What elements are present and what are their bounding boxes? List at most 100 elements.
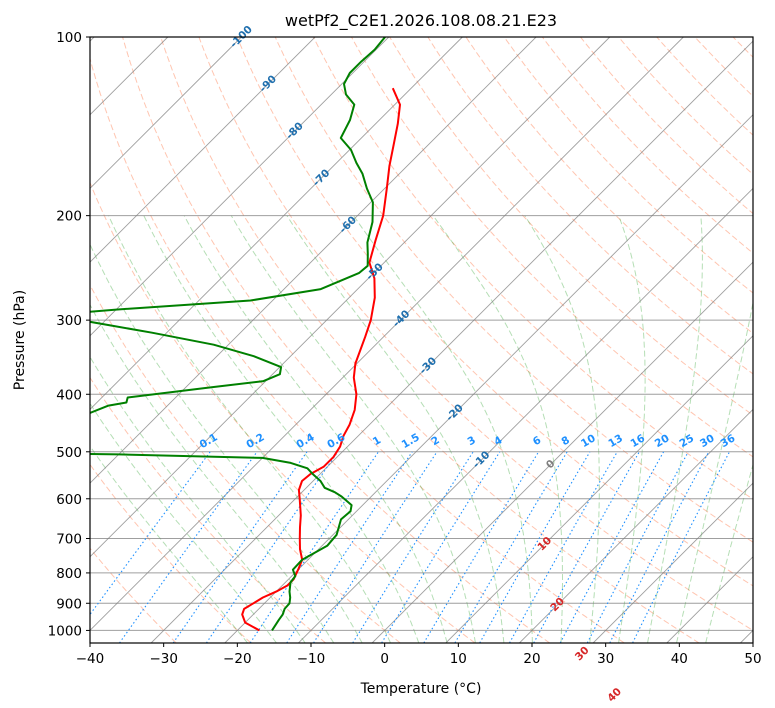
mixing-ratio-label: 10 — [579, 432, 598, 450]
dry-adiabat — [122, 37, 625, 643]
isotherm-line — [90, 37, 242, 190]
dry-adiabat — [236, 37, 753, 587]
mixing-ratio-label: 2 — [429, 434, 441, 448]
moist-adiabat — [676, 300, 753, 643]
mixing-ratio-label: 20 — [653, 432, 672, 450]
y-tick-label: 600 — [56, 492, 82, 508]
moist-adiabat — [90, 402, 277, 643]
isotherm-line — [90, 37, 463, 411]
isotherm-line — [90, 37, 611, 558]
moist-adiabat — [143, 215, 420, 643]
moist-adiabat — [286, 215, 505, 643]
isotherm-line — [90, 37, 537, 484]
isotherm-line — [90, 37, 316, 263]
y-tick-label: 400 — [56, 387, 82, 403]
mixing-ratio-line — [586, 451, 689, 643]
mixing-ratio-label: 0.2 — [244, 431, 266, 451]
mixing-ratio-line — [313, 451, 438, 643]
mixing-ratio-label: 4 — [492, 434, 504, 448]
mixing-ratio-line — [454, 451, 568, 643]
y-tick-label: 1000 — [48, 623, 82, 639]
moist-adiabat — [524, 215, 600, 643]
x-axis-label: Temperature (°C) — [360, 681, 482, 697]
isotherm-line — [298, 187, 753, 643]
dry-adiabat — [312, 37, 753, 500]
mixing-ratio-label: 3 — [466, 434, 478, 448]
mixing-ratio-label: 16 — [628, 432, 647, 450]
mixing-ratio-label: 25 — [677, 432, 696, 450]
chart-title: wetPf2_C2E1.2026.108.08.21.E23 — [285, 11, 557, 31]
dry-adiabat — [90, 56, 550, 643]
moist-adiabat — [353, 215, 533, 643]
mixing-ratio-label: 30 — [698, 432, 717, 450]
mixing-ratio-line — [119, 451, 258, 643]
moist-adiabat — [705, 462, 753, 643]
profile-series — [90, 37, 401, 632]
mixing-ratio-line — [533, 451, 640, 643]
y-tick-label: 100 — [56, 30, 82, 46]
y-tick-label: 900 — [56, 596, 82, 612]
dry-adiabat — [90, 181, 476, 643]
isotherm-line — [224, 114, 753, 643]
mixing-ratio-label: 13 — [606, 432, 625, 450]
dry-adiabat — [90, 283, 401, 643]
y-tick-label: 300 — [56, 313, 82, 329]
isotherm-line — [371, 261, 753, 643]
x-tick-label: 50 — [744, 651, 761, 667]
isotherm-line — [150, 40, 753, 643]
moist-adiabat — [90, 445, 248, 643]
line-labels: 0.1 0.2 0.4 0.6 1 1.5 2 3 4 6 8 10 13 16 20 25 30 36-100-… — [198, 23, 738, 704]
moist-adiabat — [183, 215, 448, 643]
dry-adiabat — [351, 37, 753, 458]
dry-adiabat — [427, 37, 753, 375]
isotherm-label: 30 — [573, 644, 592, 663]
mixing-ratio-line — [249, 451, 379, 643]
x-tick-label: 20 — [523, 651, 540, 667]
dry-adiabat — [771, 37, 775, 643]
dry-adiabat — [694, 37, 753, 97]
dry-adiabat — [465, 37, 753, 334]
y-tick-label: 500 — [56, 445, 82, 461]
background-grid — [90, 37, 775, 643]
isotherm-line — [519, 408, 753, 643]
mixing-ratio-label: 0.1 — [198, 431, 220, 451]
x-tick-label: 0 — [380, 651, 389, 667]
mixing-ratio-line — [559, 451, 665, 643]
isotherm-line — [445, 335, 753, 643]
mixing-ratio-line — [90, 451, 211, 616]
x-tick-label: −10 — [297, 651, 326, 667]
mixing-ratio-line — [632, 451, 730, 643]
axes: −40 −30 −20 −10 0 10 20 30 40 5010020030040050060… — [48, 30, 762, 667]
isotherm-line — [90, 37, 390, 337]
dry-adiabat — [389, 37, 753, 416]
moist-adiabat — [647, 215, 703, 643]
mixing-ratio-label: 6 — [531, 434, 543, 448]
isotherm-line — [90, 37, 684, 632]
x-tick-label: −20 — [223, 651, 252, 667]
y-tick-label: 700 — [56, 532, 82, 548]
dewpoint-profile-line — [90, 37, 386, 631]
x-tick-label: 10 — [450, 651, 467, 667]
mixing-ratio-line — [352, 451, 474, 643]
isotherm-line — [666, 556, 753, 643]
isotherm-label: 40 — [605, 686, 624, 705]
y-axis-label: Pressure (hPa) — [12, 290, 28, 390]
x-tick-label: 40 — [671, 651, 688, 667]
mixing-ratio-line — [286, 451, 413, 643]
dry-adiabat — [198, 37, 753, 631]
moist-adiabat — [90, 356, 306, 643]
mixing-ratio-line — [423, 451, 540, 643]
temperature-profile-line — [241, 87, 401, 632]
mixing-ratio-line — [509, 451, 618, 643]
mixing-ratio-label: 0.4 — [294, 431, 316, 451]
x-tick-label: −40 — [76, 651, 105, 667]
x-tick-label: 30 — [597, 651, 614, 667]
x-tick-label: −30 — [149, 651, 178, 667]
y-tick-label: 800 — [56, 566, 82, 582]
plot-frame — [89, 36, 754, 644]
moist-adiabat — [230, 215, 476, 643]
mixing-ratio-label: 1 — [371, 434, 383, 448]
mixing-ratio-label: 8 — [560, 434, 572, 448]
